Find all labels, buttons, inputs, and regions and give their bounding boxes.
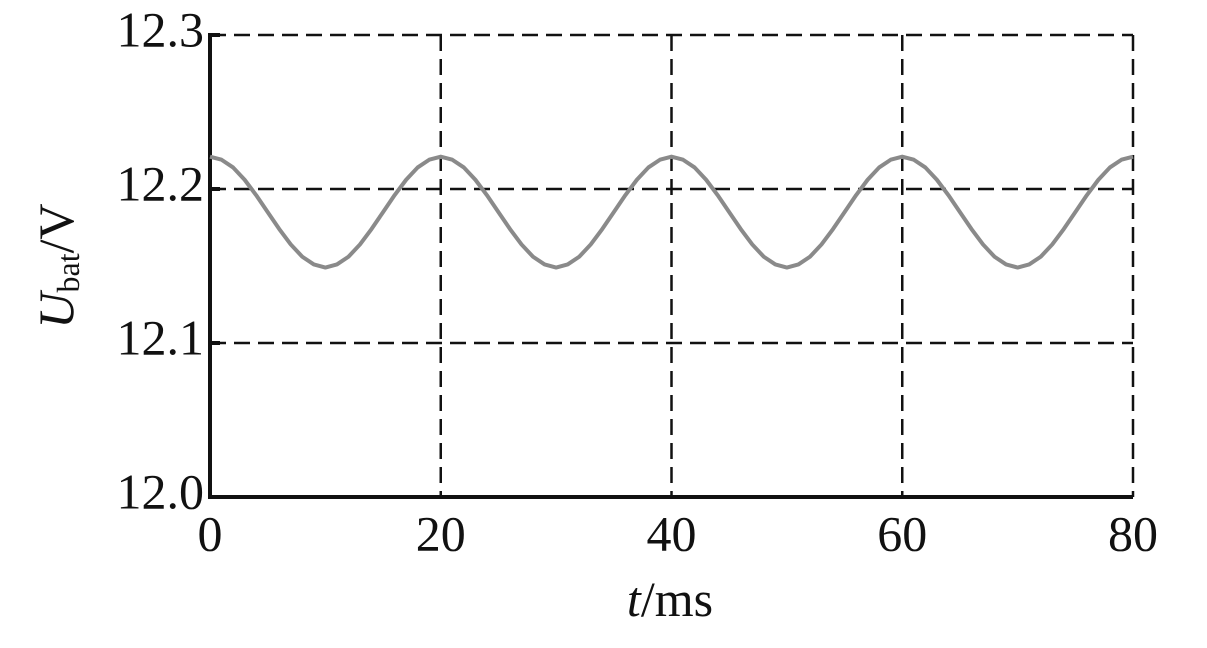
x-tick-label: 60: [877, 505, 927, 561]
y-label-subscript: bat: [50, 253, 86, 292]
x-tick-label: 80: [1108, 505, 1158, 561]
y-tick-label: 12.0: [117, 463, 205, 519]
y-tick-label: 12.3: [117, 1, 205, 57]
x-tick-label: 40: [647, 505, 697, 561]
x-label-symbol: t: [627, 571, 642, 627]
x-label-unit: /ms: [641, 571, 713, 627]
y-label-symbol: U: [28, 290, 84, 329]
x-tick-label: 0: [198, 505, 223, 561]
y-tick-label: 12.2: [117, 155, 205, 211]
y-label-unit: /V: [28, 203, 84, 253]
x-tick-label: 20: [416, 505, 466, 561]
y-axis-label: Ubat/V: [28, 203, 86, 328]
data-line: [209, 154, 1134, 270]
x-axis-label: t/ms: [627, 571, 713, 627]
y-tick-label: 12.1: [117, 309, 205, 365]
